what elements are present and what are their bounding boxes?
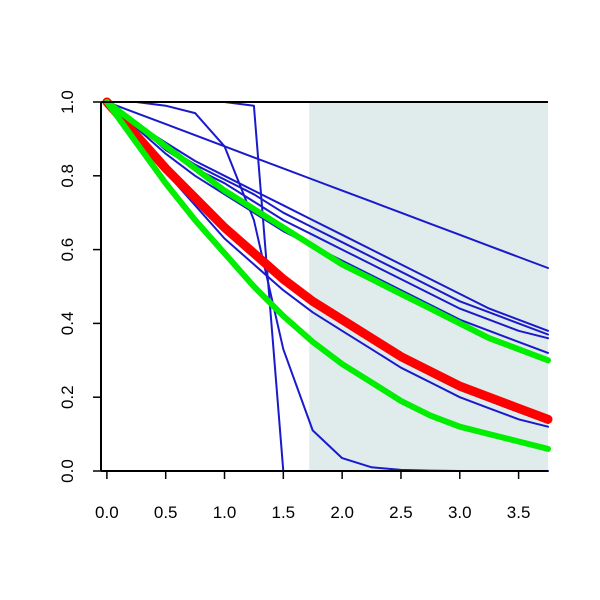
- x-tick-label: 0.5: [154, 503, 178, 522]
- x-tick-label: 1.5: [272, 503, 296, 522]
- axis-layer: [100, 101, 548, 472]
- y-tick-label: 0.2: [58, 385, 77, 409]
- series-line-blue-2: [105, 101, 549, 269]
- y-tick-label: 1.0: [58, 90, 77, 114]
- x-tick-label: 3.0: [448, 503, 472, 522]
- x-axis-ticks: 0.0 0.5 1.0 1.5 2.0 2.5 3.0 3.5: [95, 471, 530, 522]
- series-line-green-11: [103, 99, 551, 452]
- x-tick-label: 3.5: [507, 503, 531, 522]
- series-line-green-10: [103, 99, 551, 364]
- x-tick-label: 1.0: [213, 503, 237, 522]
- series-line-blue-3: [105, 101, 549, 332]
- y-axis-ticks: 0.0 0.2 0.4 0.6 0.8 1.0: [58, 90, 101, 483]
- x-tick-label: 2.5: [389, 503, 413, 522]
- y-tick-label: 0.8: [58, 164, 77, 188]
- y-tick-label: 0.4: [58, 312, 77, 336]
- x-tick-label: 0.0: [95, 503, 119, 522]
- y-tick-label: 0.0: [58, 459, 77, 483]
- series-layer: [102, 97, 553, 472]
- series-line-red-9: [102, 97, 553, 424]
- x-tick-label: 2.0: [330, 503, 354, 522]
- y-tick-label: 0.6: [58, 238, 77, 262]
